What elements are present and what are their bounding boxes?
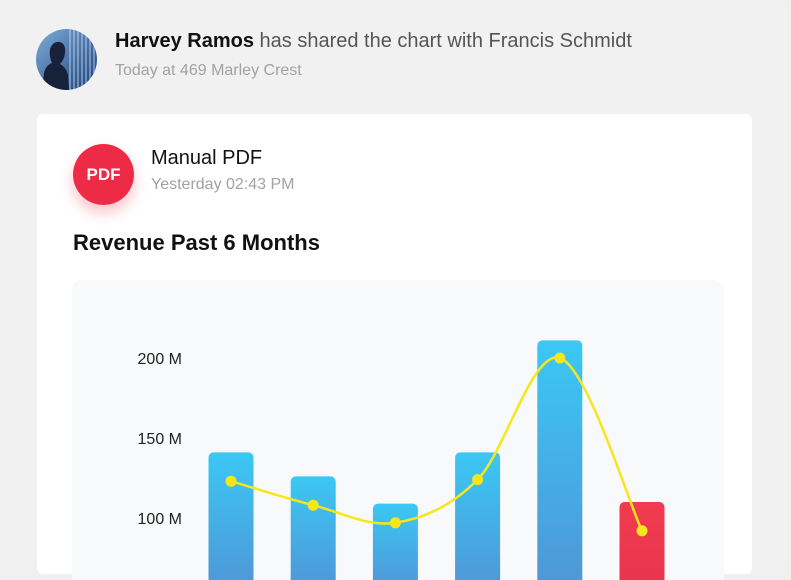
y-tick-label: 100 M: [138, 511, 182, 528]
sharer-name[interactable]: Harvey Ramos: [115, 30, 254, 52]
file-timestamp: Yesterday 02:43 PM: [151, 176, 295, 193]
pdf-icon[interactable]: PDF: [73, 144, 134, 205]
trend-point[interactable]: [554, 352, 566, 364]
user-avatar[interactable]: [36, 29, 97, 90]
chart-title: Revenue Past 6 Months: [73, 230, 320, 255]
trend-point[interactable]: [472, 474, 484, 486]
chart-card: PDF Manual PDF Yesterday 02:43 PM Revenu…: [37, 114, 752, 580]
y-tick-label: 200 M: [138, 351, 182, 368]
trend-point[interactable]: [307, 499, 319, 511]
share-action-text: has shared the chart with Francis Schmid…: [259, 30, 632, 52]
revenue-bar[interactable]: [537, 340, 583, 580]
share-message: Harvey Ramos has shared the chart with F…: [115, 30, 632, 53]
share-meta: Today at 469 Marley Crest: [115, 62, 302, 79]
trend-point[interactable]: [225, 475, 237, 487]
trend-point[interactable]: [389, 517, 401, 529]
highlighted-revenue-bar[interactable]: [619, 502, 665, 580]
shared-chart-panel: Harvey Ramos has shared the chart with F…: [36, 29, 752, 580]
revenue-bar[interactable]: [290, 476, 336, 580]
revenue-bar[interactable]: [208, 452, 254, 580]
revenue-chart: 200 M 150 M 100 M: [138, 340, 665, 580]
revenue-bar[interactable]: [372, 503, 418, 580]
chart-panel: 200 M 150 M 100 M: [72, 280, 724, 580]
file-name[interactable]: Manual PDF: [151, 147, 263, 169]
y-tick-label: 150 M: [138, 431, 182, 448]
revenue-bar[interactable]: [455, 452, 501, 580]
trend-point[interactable]: [636, 525, 648, 537]
avatar-image: [36, 29, 97, 90]
